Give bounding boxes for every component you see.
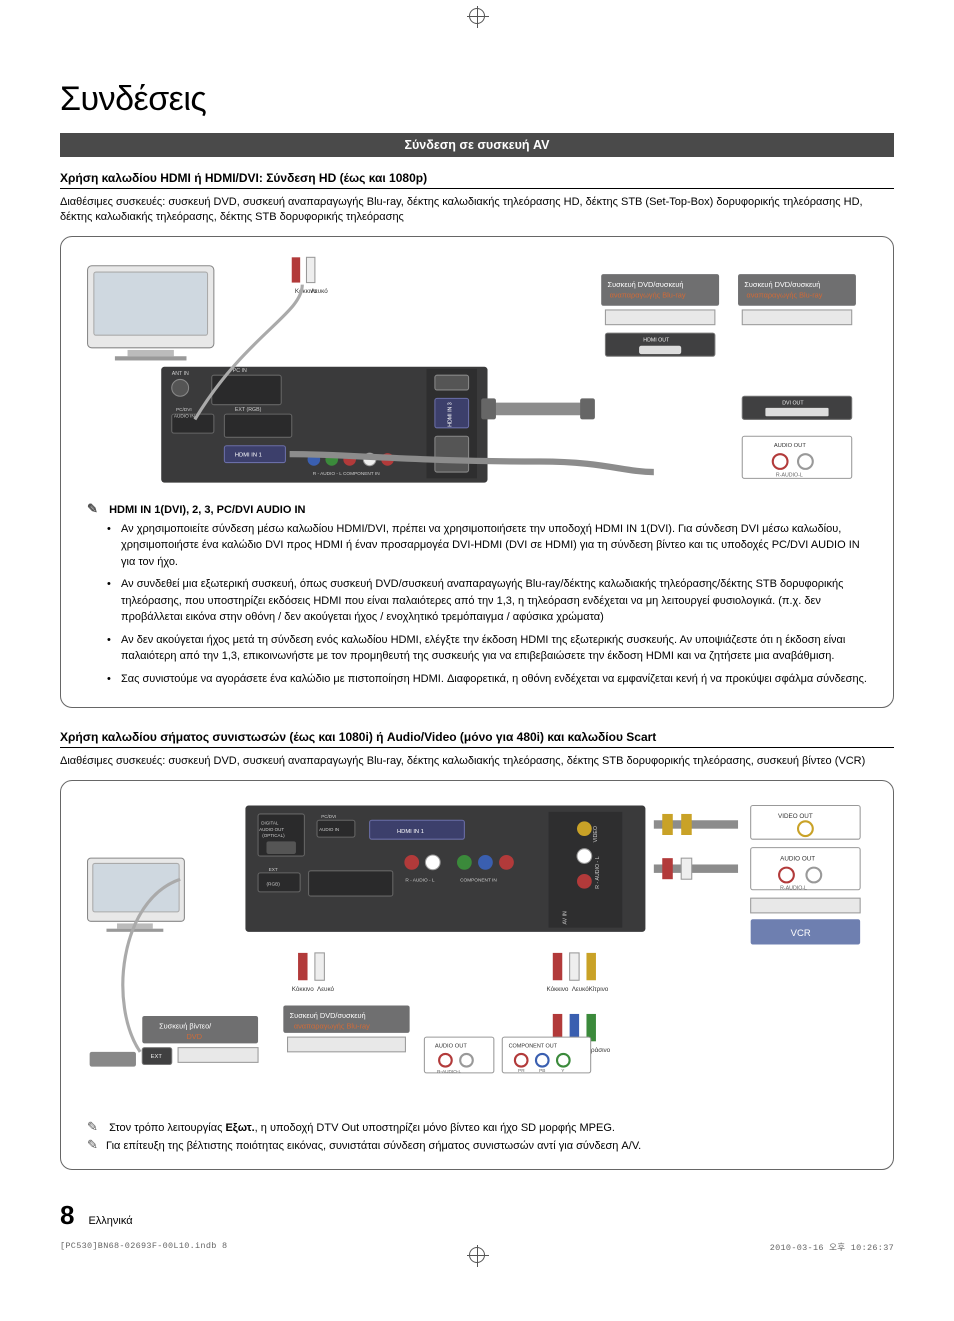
bullet-item: Σας συνιστούμε να αγοράσετε ένα καλώδιο … [111,671,877,688]
svg-text:HDMI IN 1: HDMI IN 1 [397,829,424,835]
note1-post: , η υποδοχή DTV Out υποστηρίζει μόνο βίν… [255,1122,615,1134]
page-number: 8 [60,1200,74,1231]
svg-text:AUDIO IN: AUDIO IN [174,413,196,419]
svg-text:Λευκό: Λευκό [311,287,329,295]
section-bar: Σύνδεση σε συσκευή AV [60,133,894,157]
component-connection-diagram: DIGITAL AUDIO OUT (OPTICAL) PC/DVI AUDIO… [77,795,877,1111]
svg-text:PB: PB [539,1068,545,1074]
page-title: Συνδέσεις [60,80,894,119]
bullet-item: Αν συνδεθεί μια εξωτερική συσκευή, όπως … [111,576,877,626]
section2-diagram-box: DIGITAL AUDIO OUT (OPTICAL) PC/DVI AUDIO… [60,780,894,1170]
svg-text:Λευκό: Λευκό [317,985,335,993]
note1-bold: Εξωτ. [225,1122,254,1134]
svg-text:HDMI IN 3: HDMI IN 3 [448,402,454,427]
svg-text:PC/DVI: PC/DVI [321,814,336,819]
page-language: Ελληνικά [88,1215,132,1227]
section2-intro: Διαθέσιμες συσκευές: συσκευή DVD, συσκευ… [60,754,894,769]
svg-text:Κόκκινο: Κόκκινο [292,985,314,993]
registration-mark-top [469,8,485,24]
svg-text:(OPTICAL): (OPTICAL) [262,833,285,838]
section1-heading: Χρήση καλωδίου HDMI ή HDMI/DVI: Σύνδεση … [60,171,894,189]
page-footer: 8 Ελληνικά [60,1200,894,1231]
section1-diagram-box: Κόκκινο Λευκό ANT IN PC IN PC/DVI AUDIO … [60,236,894,709]
registration-mark-bottom [469,1247,485,1263]
svg-text:VCR: VCR [791,928,811,939]
svg-text:αναπαραγωγής Blu-ray: αναπαραγωγής Blu-ray [746,290,822,299]
svg-text:COMPONENT OUT: COMPONENT OUT [509,1043,558,1049]
svg-text:R - AUDIO - L: R - AUDIO - L [405,877,434,883]
svg-text:R-AUDIO-L: R-AUDIO-L [780,886,807,892]
svg-text:AUDIO OUT: AUDIO OUT [774,443,807,449]
svg-text:DIGITAL: DIGITAL [261,820,279,825]
note-heading-text: HDMI IN 1(DVI), 2, 3, PC/DVI AUDIO IN [109,504,305,516]
section2-note1: Στον τρόπο λειτουργίας Εξωτ., η υποδοχή … [87,1119,877,1135]
section1-bullets: Αν χρησιμοποιείτε σύνδεση μέσω καλωδίου … [111,521,877,688]
svg-text:HDMI IN 1: HDMI IN 1 [235,452,262,458]
svg-text:AUDIO IN: AUDIO IN [319,827,339,832]
svg-text:EXT (RGB): EXT (RGB) [235,407,262,413]
svg-text:AUDIO OUT: AUDIO OUT [435,1043,468,1049]
svg-text:Συσκευή DVD/συσκευή: Συσκευή DVD/συσκευή [744,280,820,289]
note1-pre: Στον τρόπο λειτουργίας [109,1122,225,1134]
svg-text:PR: PR [518,1068,525,1074]
section1-intro: Διαθέσιμες συσκευές: συσκευή DVD, συσκευ… [60,195,894,226]
svg-text:R-AUDIO-L: R-AUDIO-L [437,1069,461,1075]
svg-text:Λευκό: Λευκό [572,985,590,993]
section1-note-heading: HDMI IN 1(DVI), 2, 3, PC/DVI AUDIO IN [87,501,877,517]
svg-text:EXT: EXT [269,867,278,873]
svg-text:PC IN: PC IN [233,368,247,374]
footer-left: [PC530]BN68-02693F-00L10.indb 8 [60,1241,227,1253]
section2-note2: Για επίτευξη της βέλτιστης ποιότητας εικ… [87,1137,877,1153]
svg-text:Συσκευή DVD/συσκευή: Συσκευή DVD/συσκευή [290,1011,366,1020]
svg-text:ANT IN: ANT IN [172,371,189,377]
svg-text:αναπαραγωγής Blu-ray: αναπαραγωγής Blu-ray [294,1021,370,1030]
svg-text:αναπαραγωγής Blu-ray: αναπαραγωγής Blu-ray [610,290,686,299]
svg-text:COMPONENT IN: COMPONENT IN [460,877,497,883]
svg-text:PC/DVI: PC/DVI [176,407,192,413]
svg-text:Συσκευή DVD/συσκευή: Συσκευή DVD/συσκευή [608,280,684,289]
svg-text:VIDEO OUT: VIDEO OUT [778,813,813,820]
svg-text:R - AUDIO - L: R - AUDIO - L [595,856,601,888]
svg-text:DVI OUT: DVI OUT [782,400,804,406]
svg-text:AUDIO OUT: AUDIO OUT [259,827,284,832]
svg-text:(RGB): (RGB) [266,881,280,887]
svg-text:VIDEO: VIDEO [593,826,599,842]
svg-text:R - AUDIO - L COMPONENT IN: R - AUDIO - L COMPONENT IN [313,471,380,477]
footer-right: 2010-03-16 오후 10:26:37 [770,1241,894,1253]
svg-text:Κίτρινο: Κίτρινο [589,985,609,993]
svg-text:Συσκευή βίντεο/: Συσκευή βίντεο/ [159,1021,212,1030]
bullet-item: Αν δεν ακούγεται ήχος μετά τη σύνδεση εν… [111,632,877,665]
svg-text:EXT: EXT [151,1054,163,1060]
bullet-item: Αν χρησιμοποιείτε σύνδεση μέσω καλωδίου … [111,521,877,571]
hdmi-connection-diagram: Κόκκινο Λευκό ANT IN PC IN PC/DVI AUDIO … [77,251,877,493]
svg-text:R-AUDIO-L: R-AUDIO-L [776,472,803,478]
svg-text:AV IN: AV IN [562,911,568,925]
svg-text:HDMI OUT: HDMI OUT [643,337,670,343]
svg-text:Κόκκινο: Κόκκινο [546,985,568,993]
svg-text:DVD: DVD [186,1032,202,1041]
svg-text:AUDIO OUT: AUDIO OUT [780,855,815,862]
section2-heading: Χρήση καλωδίου σήματος συνιστωσών (έως κ… [60,730,894,748]
